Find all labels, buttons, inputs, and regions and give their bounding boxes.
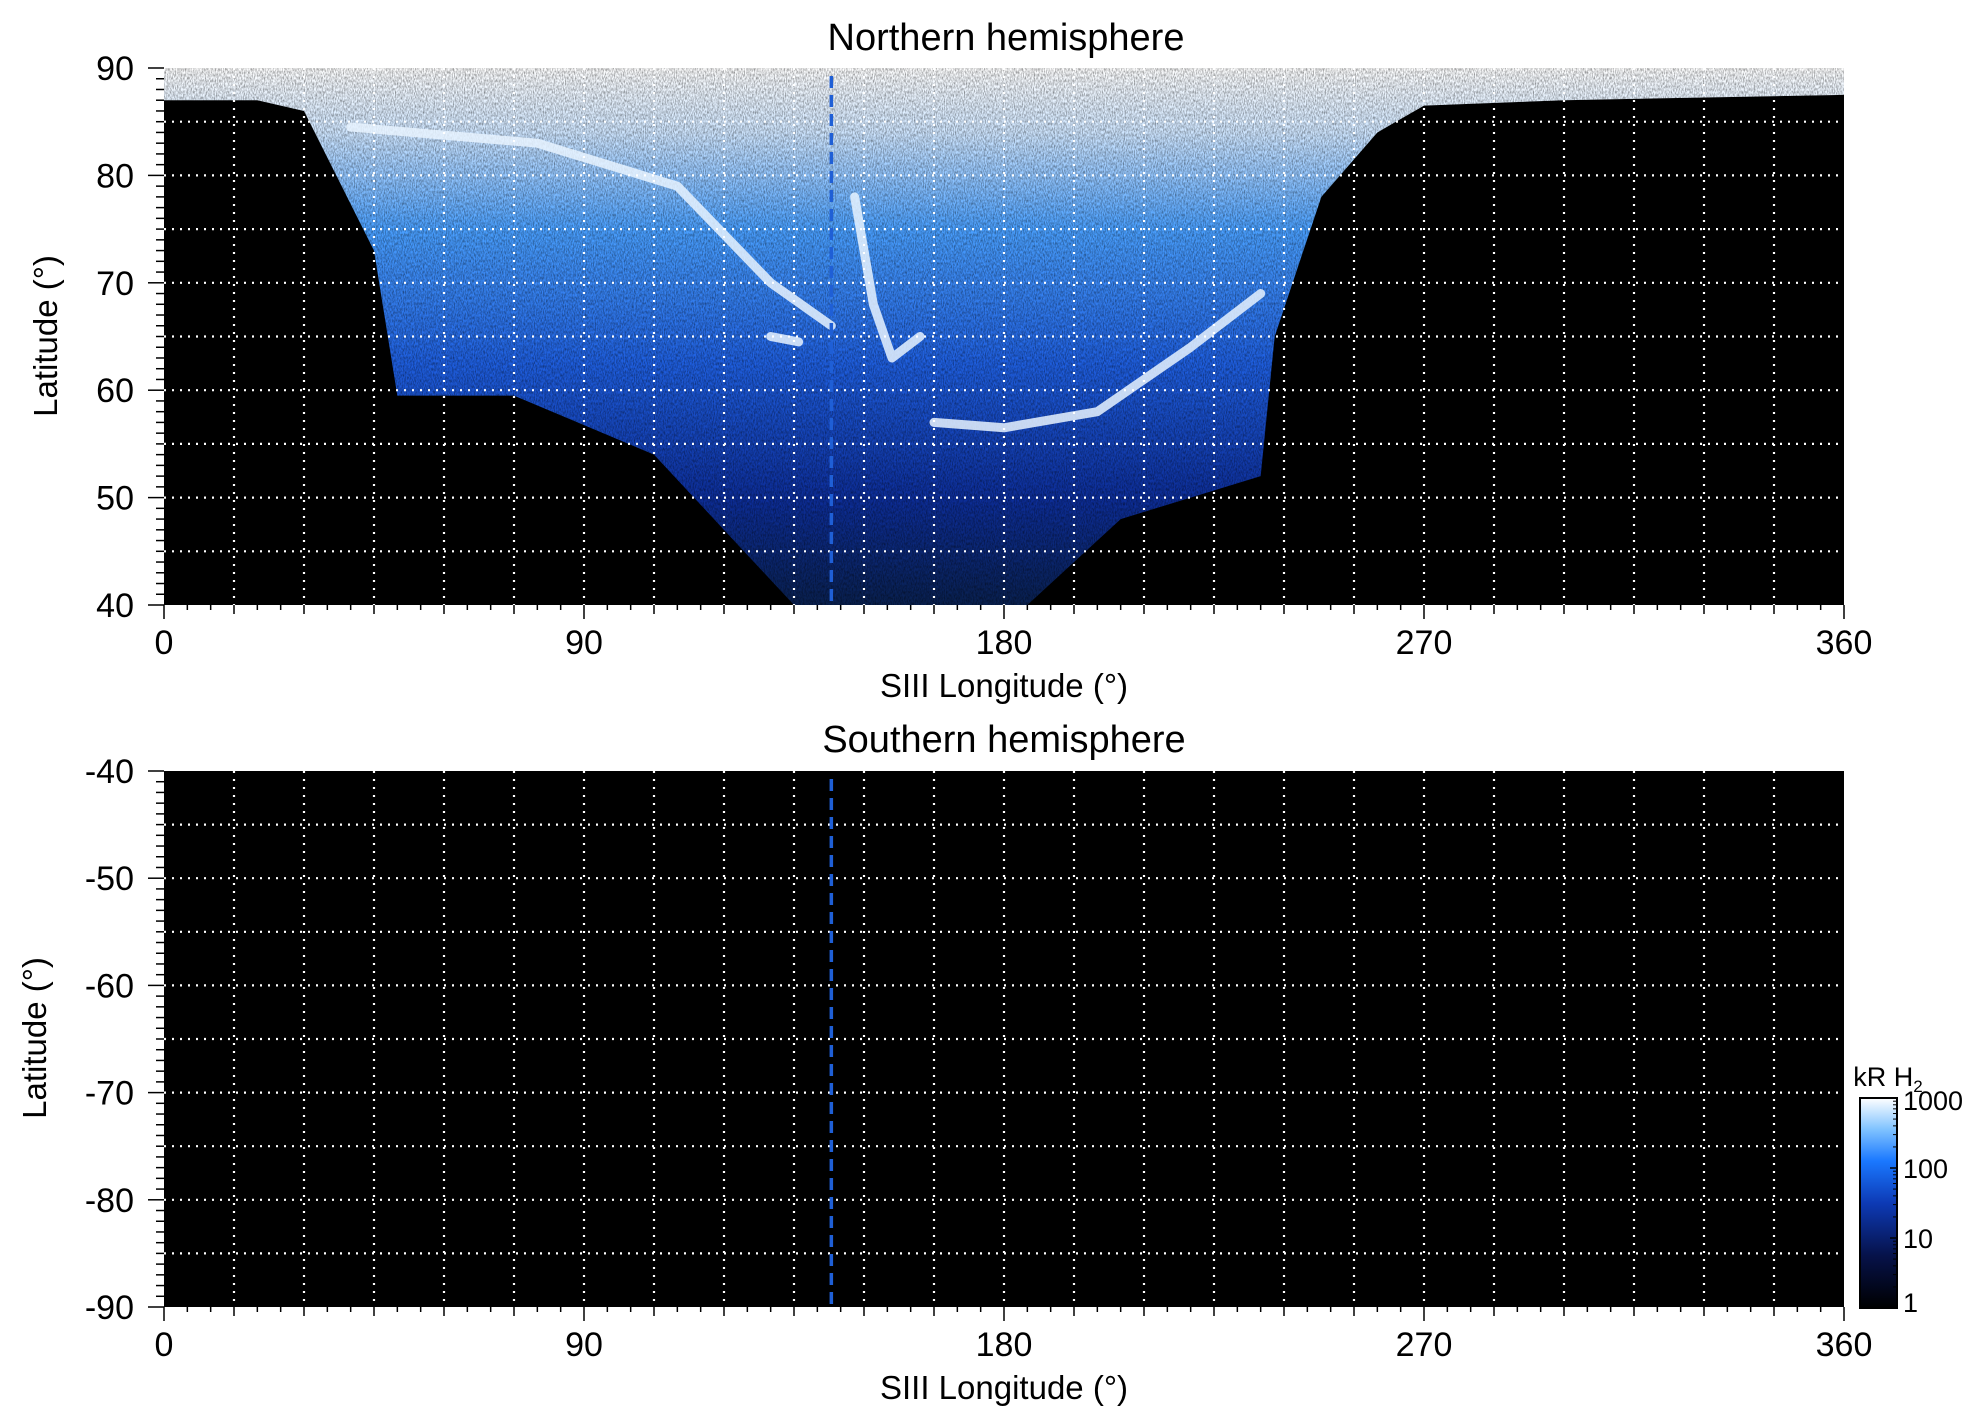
y-axis-ticks: -40 -50 -60 -70 -80 -90 [85,753,164,1327]
y-tick-label: 80 [96,157,134,195]
southern-hemisphere-panel: Southern hemisphere 0 90 180 270 360 -40-50-… [16,719,1872,1406]
colorbar-label: kR H2 [1853,1062,1922,1096]
y-axis-label: Latitude (°) [27,255,64,417]
x-tick-label: 180 [976,624,1033,662]
y-tick-label: -40 [85,753,134,791]
x-tick-label: 270 [1396,624,1453,662]
x-tick-label: 90 [565,1326,603,1364]
y-tick-label: 60 [96,372,134,410]
x-tick-label: 0 [155,624,174,662]
colorbar-tick-label: 100 [1903,1154,1948,1184]
colorbar-gradient [1859,1097,1898,1309]
x-tick-label: 0 [155,1326,174,1364]
colorbar-tick-label: 10 [1903,1224,1933,1254]
colorbar: kR H2 1000 100 10 1 [1853,1062,1963,1318]
northern-hemisphere-panel: Northern hemisphere 0 90 180 270 360 40 50 60 7… [27,17,1872,704]
x-tick-label: 270 [1396,1326,1453,1364]
x-axis-label: SIII Longitude (°) [880,667,1128,704]
colorbar-tick-label: 1 [1903,1288,1918,1318]
y-tick-label: 40 [96,587,134,625]
gridlines [164,771,1844,1307]
y-axis-ticks: 40 50 60 70 80 90 [96,50,164,625]
bright-auroral-arc [850,192,925,363]
y-tick-label: -90 [85,1289,134,1327]
x-tick-label: 360 [1816,1326,1873,1364]
x-tick-label: 360 [1816,624,1873,662]
bright-auroral-arc [929,289,1266,433]
x-axis-ticks: 0 90 180 270 360 [155,605,1873,662]
chart-title: Southern hemisphere [822,719,1185,761]
gridlines [164,68,1844,605]
y-tick-label: -80 [85,1182,134,1220]
colorbar-tick-label: 1000 [1903,1086,1963,1116]
y-tick-label: -50 [85,860,134,898]
bright-auroral-arc [346,122,836,331]
chart-title: Northern hemisphere [828,17,1185,59]
y-axis-label: Latitude (°) [16,957,53,1119]
colorbar-ticks: 1000 100 10 1 [1890,1086,1963,1318]
y-tick-label: -70 [85,1075,134,1113]
y-tick-label: 50 [96,480,134,518]
x-axis-label: SIII Longitude (°) [880,1369,1128,1406]
x-axis-ticks: 0 90 180 270 360 [155,1307,1873,1364]
x-tick-label: 180 [976,1326,1033,1364]
x-tick-label: 90 [565,624,603,662]
y-tick-label: 90 [96,50,134,88]
y-tick-label: -60 [85,967,134,1005]
y-tick-label: 70 [96,265,134,303]
